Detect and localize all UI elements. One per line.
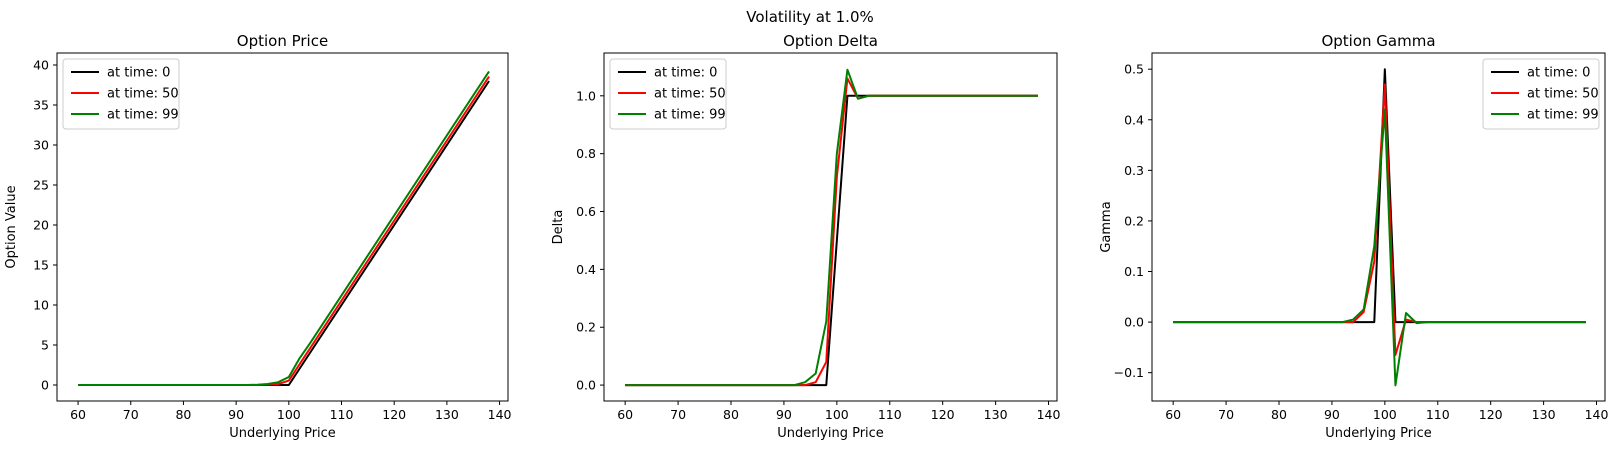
legend-label: at time: 0 bbox=[654, 66, 717, 81]
y-tick-label: 10 bbox=[33, 298, 49, 313]
x-tick-label: 70 bbox=[1218, 407, 1234, 422]
legend-label: at time: 99 bbox=[654, 108, 726, 123]
x-tick-label: 90 bbox=[1324, 407, 1340, 422]
x-tick-label: 110 bbox=[1426, 407, 1450, 422]
y-tick-label: 15 bbox=[33, 258, 49, 273]
x-tick-label: 120 bbox=[382, 407, 406, 422]
series-group bbox=[78, 70, 490, 386]
x-tick-label: 130 bbox=[984, 407, 1008, 422]
series-line-at-time-50 bbox=[1173, 83, 1586, 356]
y-axis-label: Option Value bbox=[4, 185, 19, 268]
y-tick-label: 0.5 bbox=[1124, 62, 1144, 77]
x-tick-label: 60 bbox=[70, 407, 86, 422]
panel-option-price: Option Price 60 70 80 90 100 110 120 130 140 0 5 10 1… bbox=[4, 32, 512, 441]
x-tick-label: 120 bbox=[931, 407, 955, 422]
figure-suptitle: Volatility at 1.0% bbox=[746, 8, 874, 26]
legend-label: at time: 0 bbox=[1527, 66, 1590, 81]
x-tick-label: 80 bbox=[1271, 407, 1287, 422]
y-axis-label: Delta bbox=[551, 210, 566, 245]
y-tick-label: 0.2 bbox=[1124, 213, 1144, 228]
x-tick-label: 90 bbox=[776, 407, 792, 422]
y-tick-label: 5 bbox=[41, 338, 49, 353]
y-tick-label: 40 bbox=[33, 58, 49, 73]
x-tick-label: 80 bbox=[723, 407, 739, 422]
x-tick-label: 100 bbox=[1373, 407, 1397, 422]
series-line-at-time-99 bbox=[1173, 108, 1586, 387]
legend-label: at time: 99 bbox=[1527, 108, 1599, 123]
y-tick-label: 0.4 bbox=[1124, 112, 1144, 127]
x-tick-label: 60 bbox=[1165, 407, 1181, 422]
y-tick-label: 0.3 bbox=[1124, 163, 1144, 178]
x-axis-label: Underlying Price bbox=[229, 426, 336, 441]
legend-box bbox=[609, 58, 727, 130]
y-tick-label: 1.0 bbox=[576, 88, 596, 103]
x-tick-label: 90 bbox=[228, 407, 244, 422]
x-tick-label: 130 bbox=[435, 407, 459, 422]
y-tick-label: 0.8 bbox=[576, 146, 596, 161]
x-tick-label: 70 bbox=[123, 407, 139, 422]
legend: at time: 0 at time: 50 at time: 99 bbox=[609, 58, 727, 130]
y-tick-label: 20 bbox=[33, 218, 49, 233]
axes-frame bbox=[56, 52, 509, 402]
legend: at time: 0 at time: 50 at time: 99 bbox=[62, 58, 180, 130]
y-tick-label: 30 bbox=[33, 138, 49, 153]
panel-title: Option Gamma bbox=[1321, 32, 1435, 50]
y-tick-label: −0.1 bbox=[1114, 365, 1144, 380]
series-line-at-time-99 bbox=[78, 70, 490, 386]
x-tick-label: 110 bbox=[878, 407, 902, 422]
axes-frame bbox=[603, 52, 1058, 402]
panel-title: Option Delta bbox=[783, 32, 878, 50]
panel-option-delta: Option Delta 60 70 80 90 100 110 120 130 140 0.0 0.… bbox=[551, 32, 1061, 441]
y-tick-label: 0.1 bbox=[1124, 264, 1144, 279]
x-tick-label: 80 bbox=[175, 407, 191, 422]
x-tick-label: 140 bbox=[1585, 407, 1609, 422]
y-tick-label: 0.2 bbox=[576, 320, 596, 335]
x-axis-label: Underlying Price bbox=[1325, 426, 1432, 441]
legend-box bbox=[1482, 58, 1600, 130]
panel-option-gamma: Option Gamma 60 70 80 90 100 110 120 130 140 −0.1 0… bbox=[1099, 32, 1609, 441]
legend: at time: 0 at time: 50 at time: 99 bbox=[1482, 58, 1600, 130]
x-tick-label: 140 bbox=[1037, 407, 1061, 422]
subplots: Option Price 60 70 80 90 100 110 120 130 140 0 5 10 1… bbox=[4, 32, 1609, 441]
y-tick-label: 0 bbox=[41, 378, 49, 393]
y-tick-label: 0.4 bbox=[576, 262, 596, 277]
series-group bbox=[1173, 68, 1586, 387]
x-axis-label: Underlying Price bbox=[777, 426, 884, 441]
legend-label: at time: 50 bbox=[654, 87, 726, 102]
series-line-at-time-99 bbox=[625, 68, 1038, 387]
x-tick-label: 140 bbox=[488, 407, 512, 422]
y-tick-label: 0.0 bbox=[576, 378, 596, 393]
y-tick-label: 35 bbox=[33, 98, 49, 113]
legend-label: at time: 50 bbox=[107, 87, 179, 102]
axes-frame bbox=[1151, 52, 1606, 402]
legend-label: at time: 99 bbox=[107, 108, 179, 123]
legend-box bbox=[62, 58, 180, 130]
x-tick-label: 110 bbox=[330, 407, 354, 422]
y-tick-label: 0.0 bbox=[1124, 315, 1144, 330]
x-tick-label: 70 bbox=[670, 407, 686, 422]
x-tick-label: 120 bbox=[1479, 407, 1503, 422]
y-tick-label: 0.6 bbox=[576, 204, 596, 219]
x-tick-label: 60 bbox=[617, 407, 633, 422]
legend-label: at time: 50 bbox=[1527, 87, 1599, 102]
x-tick-label: 100 bbox=[277, 407, 301, 422]
y-tick-label: 25 bbox=[33, 178, 49, 193]
legend-label: at time: 0 bbox=[107, 66, 170, 81]
series-group bbox=[625, 68, 1038, 387]
panel-title: Option Price bbox=[237, 32, 328, 50]
x-tick-label: 100 bbox=[825, 407, 849, 422]
x-tick-label: 130 bbox=[1532, 407, 1556, 422]
y-axis-label: Gamma bbox=[1099, 201, 1114, 252]
